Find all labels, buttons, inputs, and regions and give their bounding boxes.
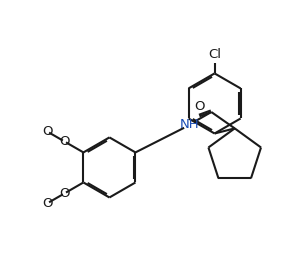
Text: O: O [43,196,53,210]
Text: NH: NH [179,118,199,131]
Text: O: O [43,125,53,138]
Text: O: O [59,187,70,200]
Text: O: O [59,135,70,148]
Text: O: O [194,100,205,113]
Text: Cl: Cl [208,48,221,61]
